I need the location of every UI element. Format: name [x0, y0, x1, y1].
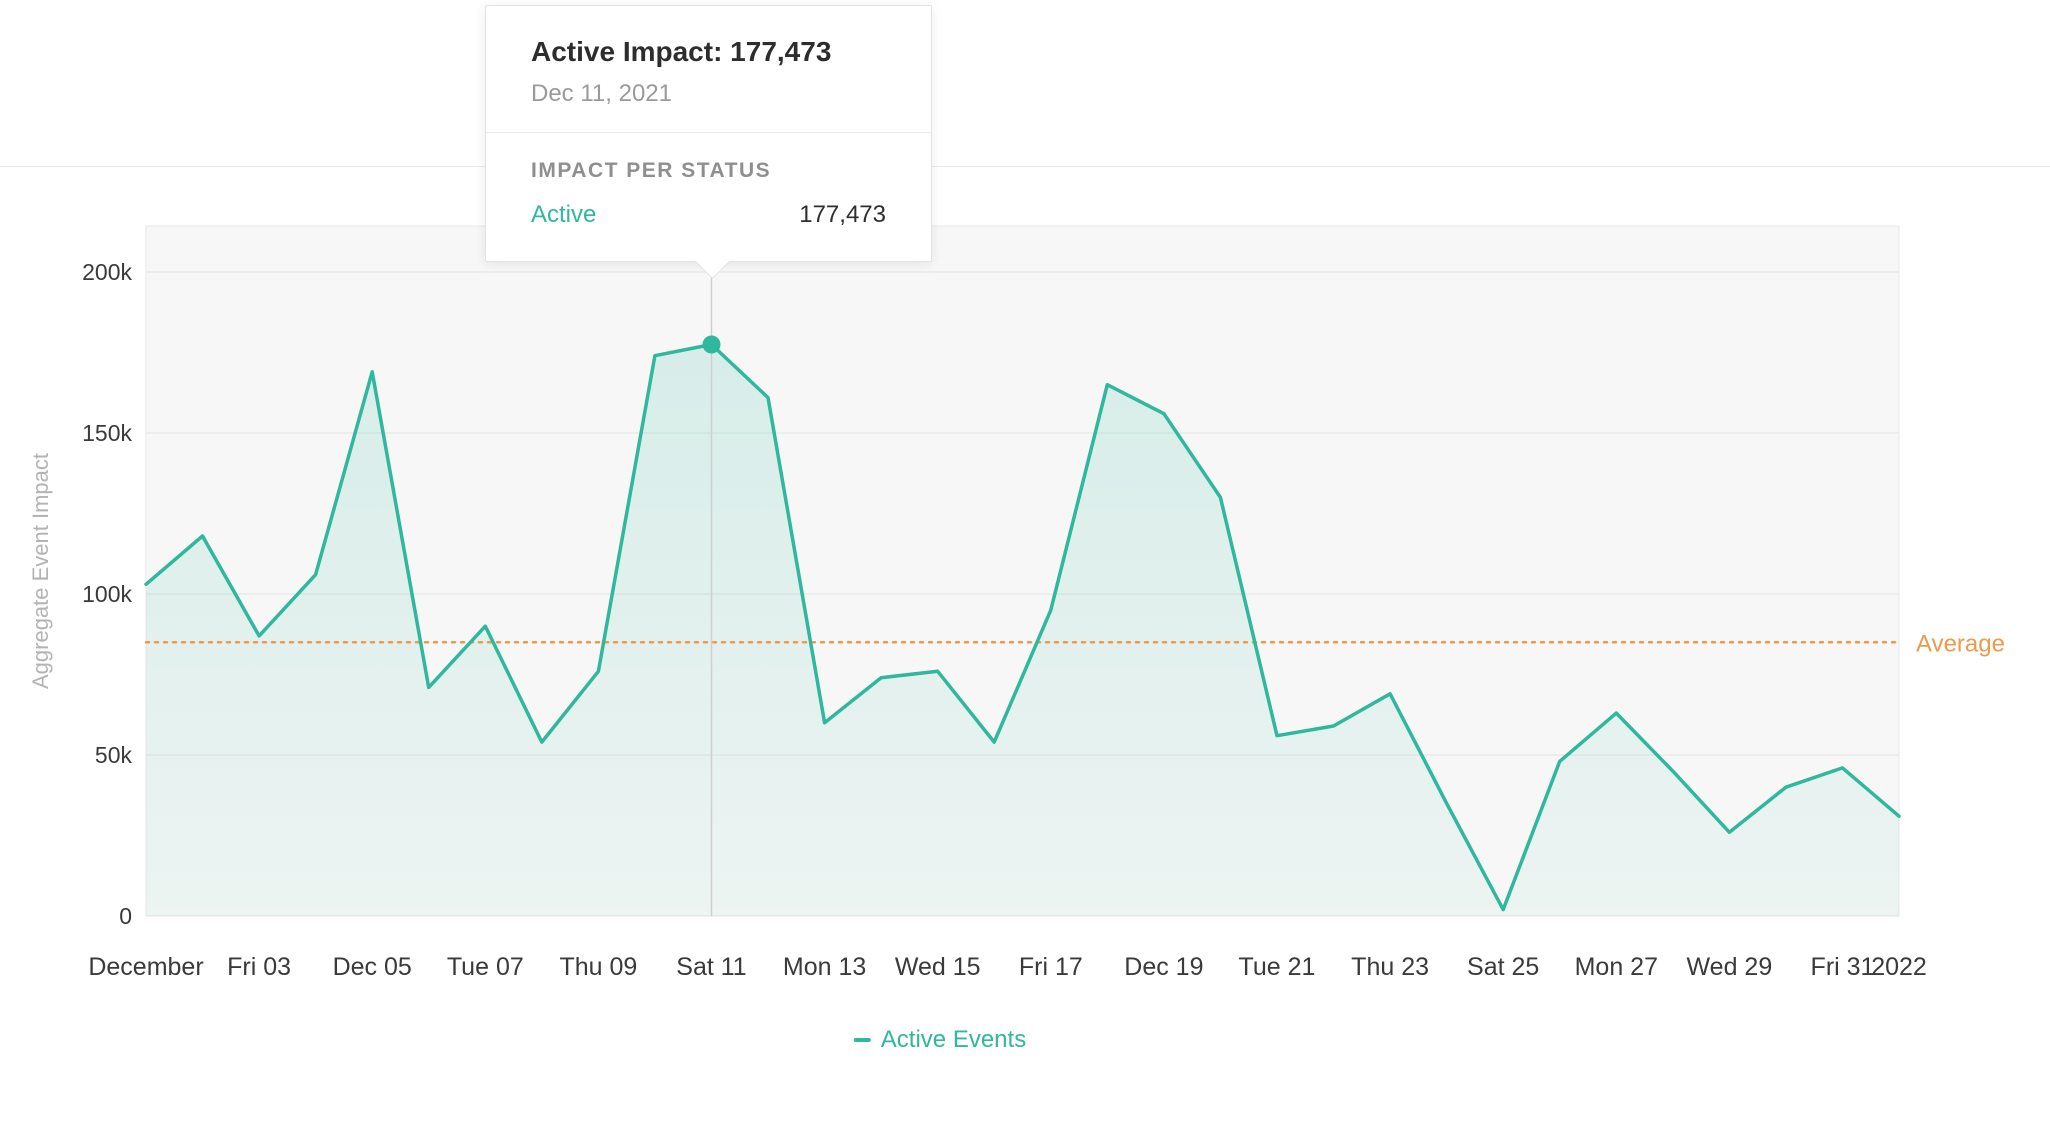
tooltip-section-header: IMPACT PER STATUS — [531, 159, 772, 182]
tooltip-status-label: Active — [531, 201, 597, 228]
x-tick-label: Wed 15 — [895, 953, 981, 981]
tooltip-status-value: 177,473 — [799, 201, 886, 228]
highlight-point[interactable] — [702, 335, 721, 354]
x-tick-label: Tue 07 — [447, 953, 524, 981]
legend-label: Active Events — [880, 1026, 1027, 1053]
chart-tooltip: Active Impact: 177,473 Dec 11, 2021 IMPA… — [485, 5, 932, 280]
y-tick-label: 200k — [82, 259, 132, 285]
x-tick-label: Fri 03 — [227, 953, 291, 981]
x-tick-label: Fri 17 — [1019, 953, 1083, 981]
legend-line-swatch — [853, 1038, 871, 1042]
x-tick-label: Thu 09 — [559, 953, 637, 981]
y-tick-label: 50k — [95, 742, 133, 768]
legend-item-active-events[interactable]: Active Events — [853, 1026, 1027, 1054]
x-tick-label: Thu 23 — [1351, 953, 1429, 981]
tooltip-date: Dec 11, 2021 — [531, 80, 672, 107]
active-events-line[interactable] — [144, 342, 1901, 912]
average-label: Average — [1916, 630, 2005, 657]
x-tick-label: Dec 19 — [1124, 953, 1203, 981]
x-tick-label: 2022 — [1871, 953, 1927, 981]
x-tick-label: Mon 27 — [1575, 953, 1658, 981]
x-tick-label: Wed 29 — [1687, 953, 1773, 981]
tooltip-title: Active Impact: 177,473 — [531, 36, 832, 67]
x-tick-label: Sat 25 — [1467, 953, 1539, 981]
tooltip-status-row: Active 177,473 — [531, 201, 886, 229]
x-tick-label: Dec 05 — [333, 953, 412, 981]
x-tick-label: Mon 13 — [783, 953, 866, 981]
x-tick-label: December — [88, 953, 203, 981]
x-tick-label: Tue 21 — [1239, 953, 1316, 981]
tooltip-body: IMPACT PER STATUS Active 177,473 — [486, 133, 931, 261]
y-tick-label: 100k — [82, 581, 132, 607]
y-axis-title: Aggregate Event Impact — [28, 453, 53, 689]
y-tick-label: 0 — [119, 903, 132, 929]
x-tick-label: Fri 31 — [1811, 953, 1875, 981]
x-tick-label: Sat 11 — [676, 953, 746, 981]
tooltip-header: Active Impact: 177,473 Dec 11, 2021 — [486, 6, 931, 132]
tooltip-divider — [486, 132, 931, 133]
active-events-area — [146, 344, 1899, 916]
header-divider — [0, 166, 2050, 167]
y-tick-label: 150k — [82, 420, 132, 446]
